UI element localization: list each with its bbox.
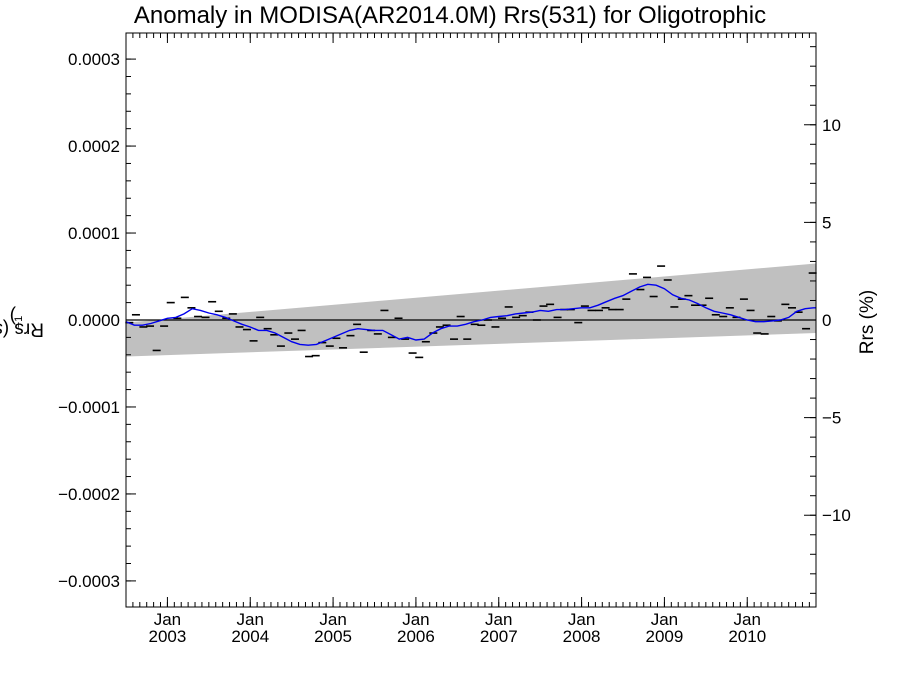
x-tick-year-label: 2007 xyxy=(480,627,518,646)
x-tick-year-label: 2003 xyxy=(149,627,187,646)
right-tick-label: 5 xyxy=(822,213,831,232)
x-tick-year-label: 2010 xyxy=(728,627,766,646)
x-tick-year-label: 2005 xyxy=(314,627,352,646)
x-tick-month-label: Jan xyxy=(319,610,346,629)
running-mean-line xyxy=(125,283,816,346)
left-tick-label: −0.0003 xyxy=(58,572,120,591)
uncertainty-band xyxy=(126,263,816,357)
left-tick-label: 0.0003 xyxy=(68,50,120,69)
x-tick-year-label: 2009 xyxy=(646,627,684,646)
left-tick-label: 0.0001 xyxy=(68,224,120,243)
x-tick-year-label: 2004 xyxy=(231,627,269,646)
x-tick-month-label: Jan xyxy=(568,610,595,629)
chart-title: Anomaly in MODISA(AR2014.0M) Rrs(531) fo… xyxy=(133,2,767,29)
x-tick-year-label: 2006 xyxy=(397,627,435,646)
left-tick-label: 0.0000 xyxy=(68,311,120,330)
left-tick-label: 0.0002 xyxy=(68,137,120,156)
x-tick-month-label: Jan xyxy=(402,610,429,629)
right-tick-label: −5 xyxy=(822,409,841,428)
x-tick-month-label: Jan xyxy=(485,610,512,629)
x-tick-month-label: Jan xyxy=(154,610,181,629)
x-tick-month-label: Jan xyxy=(734,610,761,629)
right-tick-label: 10 xyxy=(822,116,841,135)
x-tick-month-label: Jan xyxy=(237,610,264,629)
monthly-anomaly-series xyxy=(125,265,817,359)
left-tick-label: −0.0002 xyxy=(58,485,120,504)
left-tick-label: −0.0001 xyxy=(58,398,120,417)
x-tick-month-label: Jan xyxy=(651,610,678,629)
right-tick-label: 0 xyxy=(822,311,831,330)
x-tick-year-label: 2008 xyxy=(563,627,601,646)
right-tick-label: −10 xyxy=(822,506,851,525)
